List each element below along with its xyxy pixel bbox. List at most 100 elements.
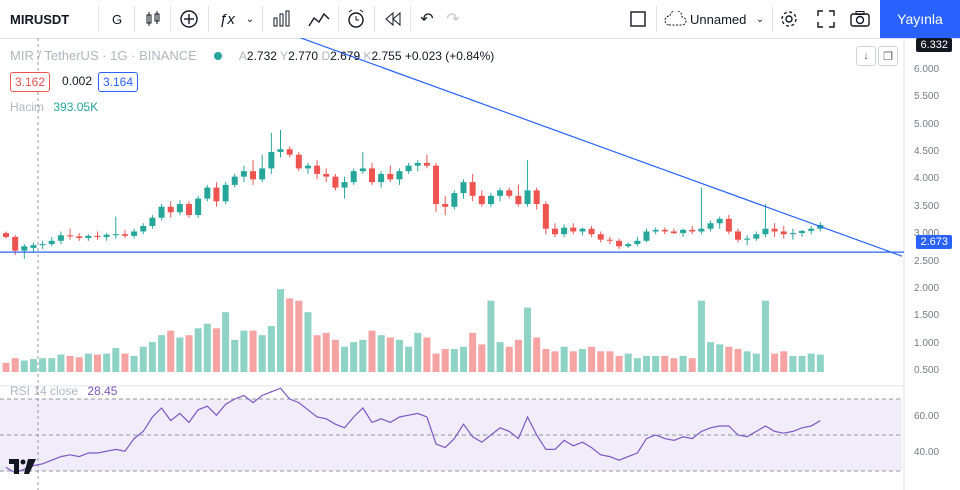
- line-chart-icon[interactable]: [304, 0, 334, 38]
- volume-bar: [606, 351, 614, 372]
- candle-body: [771, 228, 778, 232]
- volume-bar: [194, 328, 202, 372]
- volume-bar: [725, 346, 733, 372]
- candle-body: [588, 228, 595, 235]
- gear-icon[interactable]: [776, 0, 802, 38]
- publish-button[interactable]: Yayınla: [880, 0, 960, 38]
- volume-bar: [496, 342, 504, 372]
- candle-body: [469, 182, 476, 196]
- candle-body: [433, 165, 440, 205]
- candle-body: [670, 231, 677, 234]
- tradingview-logo: [8, 456, 36, 476]
- candle-body: [808, 228, 815, 231]
- undo-icon[interactable]: ↶: [420, 11, 434, 28]
- toolbar-divider: [374, 6, 375, 32]
- volume-bar: [158, 335, 166, 372]
- high-label: Y: [280, 49, 289, 63]
- toolbar-divider: [656, 6, 657, 32]
- candle-body: [460, 182, 467, 194]
- candle-body: [240, 171, 247, 177]
- volume-bar: [533, 337, 541, 372]
- volume-bar: [368, 330, 376, 372]
- volume-bar: [423, 337, 431, 372]
- price-chart-svg[interactable]: [0, 38, 960, 490]
- volume-bar: [633, 358, 641, 372]
- candle-body: [524, 190, 531, 205]
- price-tick-label: 3.500: [914, 200, 940, 212]
- candle-body: [744, 238, 751, 240]
- candle-body: [762, 228, 769, 235]
- sell-price-box[interactable]: 3.162: [10, 72, 51, 92]
- indicators-fx-icon[interactable]: ƒx: [219, 10, 235, 28]
- volume-bar: [789, 355, 797, 372]
- volume-bar: [29, 359, 37, 372]
- chevron-down-icon[interactable]: ⌄: [755, 13, 765, 25]
- volume-bar: [231, 339, 239, 372]
- interval-button[interactable]: G: [111, 11, 123, 27]
- volume-bar: [743, 351, 751, 372]
- candle-body: [652, 229, 659, 232]
- candle-body: [231, 176, 238, 185]
- candle-body: [378, 173, 385, 183]
- alarm-clock-icon[interactable]: [342, 0, 370, 38]
- spread-value: 0.002: [62, 74, 93, 88]
- candle-body: [423, 162, 430, 166]
- symbol-search-button[interactable]: MIRUSDT: [10, 11, 70, 27]
- replay-icon[interactable]: [380, 0, 406, 38]
- candle-body: [369, 168, 375, 183]
- toolbar-divider: [98, 6, 99, 32]
- candle-body: [387, 173, 394, 180]
- volume-bar: [816, 354, 824, 372]
- low-label: D: [321, 49, 331, 63]
- candle-body: [186, 204, 192, 216]
- candle-body: [259, 168, 266, 180]
- price-tick-label: 1.500: [914, 310, 940, 322]
- price-tick-label: 6.000: [914, 63, 940, 75]
- volume-legend: Hacim 393.05K: [10, 100, 98, 114]
- volume-bar: [313, 335, 321, 372]
- price-tick-label: 5.500: [914, 91, 940, 103]
- candle-body: [286, 149, 293, 155]
- redo-icon[interactable]: ↷: [446, 11, 460, 28]
- candle-body: [597, 234, 604, 240]
- camera-icon[interactable]: [846, 0, 874, 38]
- toolbar-divider: [262, 6, 263, 32]
- volume-bar: [57, 354, 65, 372]
- compare-add-icon[interactable]: [176, 0, 202, 38]
- cloud-icon[interactable]: [660, 0, 690, 38]
- buy-price-box[interactable]: 3.164: [98, 72, 139, 92]
- candle-body: [606, 239, 613, 241]
- volume-bar: [734, 349, 742, 372]
- volume-bar: [176, 337, 184, 372]
- candle-body: [414, 162, 421, 166]
- layout-square-icon[interactable]: [624, 0, 652, 38]
- maximize-pane-icon[interactable]: ❐: [878, 46, 898, 66]
- volume-bar: [386, 337, 394, 372]
- top-toolbar: MIRUSDT G ƒx ⌄ ↶ ↷ Unnamed ⌄ Yay: [0, 0, 960, 39]
- candle-body: [21, 246, 28, 251]
- candles-icon[interactable]: [140, 0, 166, 38]
- candle-body: [176, 204, 183, 213]
- volume-bar: [267, 326, 275, 372]
- chart-area[interactable]: MIR / TetherUS · 1G · BINANCE A2.732 Y2.…: [0, 38, 960, 490]
- candle-body: [780, 231, 787, 235]
- volume-bar: [780, 351, 788, 372]
- volume-bar: [414, 332, 422, 372]
- volume-value: 393.05K: [53, 100, 99, 114]
- candle-body: [204, 187, 211, 199]
- arrow-down-icon[interactable]: ↓: [856, 46, 876, 66]
- candle-body: [76, 236, 83, 239]
- layout-name[interactable]: Unnamed: [690, 11, 747, 27]
- symbol-legend: MIR / TetherUS · 1G · BINANCE A2.732 Y2.…: [10, 48, 494, 63]
- volume-bar: [551, 351, 559, 372]
- close-value: 2.755: [371, 49, 402, 63]
- candle-body: [716, 218, 723, 224]
- toolbar-divider: [410, 6, 411, 32]
- bar-chart-icon[interactable]: [268, 0, 296, 38]
- fullscreen-icon[interactable]: [812, 0, 840, 38]
- volume-bar: [578, 349, 586, 372]
- candle-body: [552, 228, 558, 235]
- chevron-down-icon[interactable]: ⌄: [245, 13, 255, 25]
- volume-bar: [505, 346, 513, 372]
- volume-bar: [514, 339, 522, 372]
